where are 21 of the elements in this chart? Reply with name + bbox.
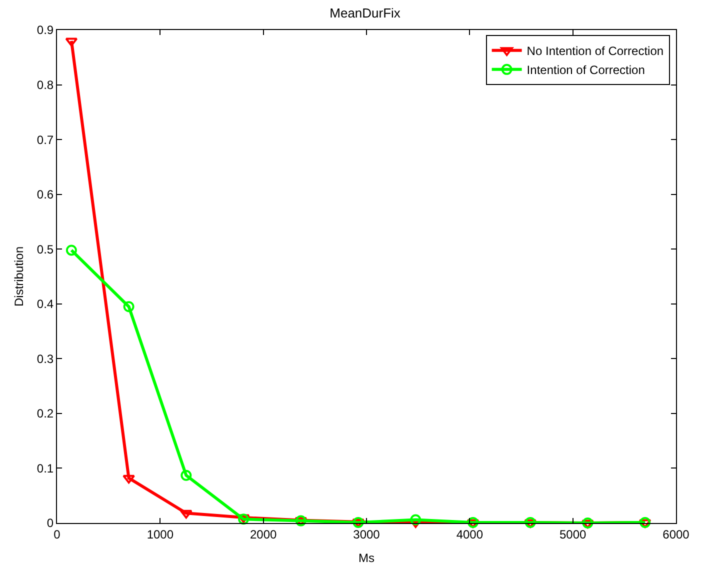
y-tick-label: 0.1: [36, 461, 54, 476]
x-tick-label: 3000: [353, 527, 380, 542]
x-tick-label: 2000: [250, 527, 277, 542]
chart-title: MeanDurFix: [330, 6, 401, 21]
legend-label: No Intention of Correction: [526, 44, 664, 58]
y-axis-title: Distribution: [12, 246, 26, 307]
x-axis-title: Ms: [358, 551, 374, 565]
y-tick-label: 0.9: [36, 23, 54, 38]
y-tick-label: 0: [46, 516, 54, 530]
y-tick-label: 0.7: [36, 132, 54, 147]
y-tick-label: 0.3: [36, 352, 54, 366]
y-tick-label: 0.6: [36, 188, 54, 202]
y-tick-label: 0.5: [36, 242, 54, 256]
x-tick-label: 1000: [146, 527, 174, 542]
legend-label: Intention of Correction: [526, 63, 645, 78]
y-tick-label: 0.4: [36, 297, 54, 312]
x-tick-label: 6000: [662, 527, 690, 542]
y-tick-label: 0.8: [36, 78, 54, 92]
x-tick-label: 5000: [559, 527, 586, 542]
y-tick-label: 0.2: [36, 406, 54, 421]
x-tick-label: 4000: [456, 527, 484, 542]
